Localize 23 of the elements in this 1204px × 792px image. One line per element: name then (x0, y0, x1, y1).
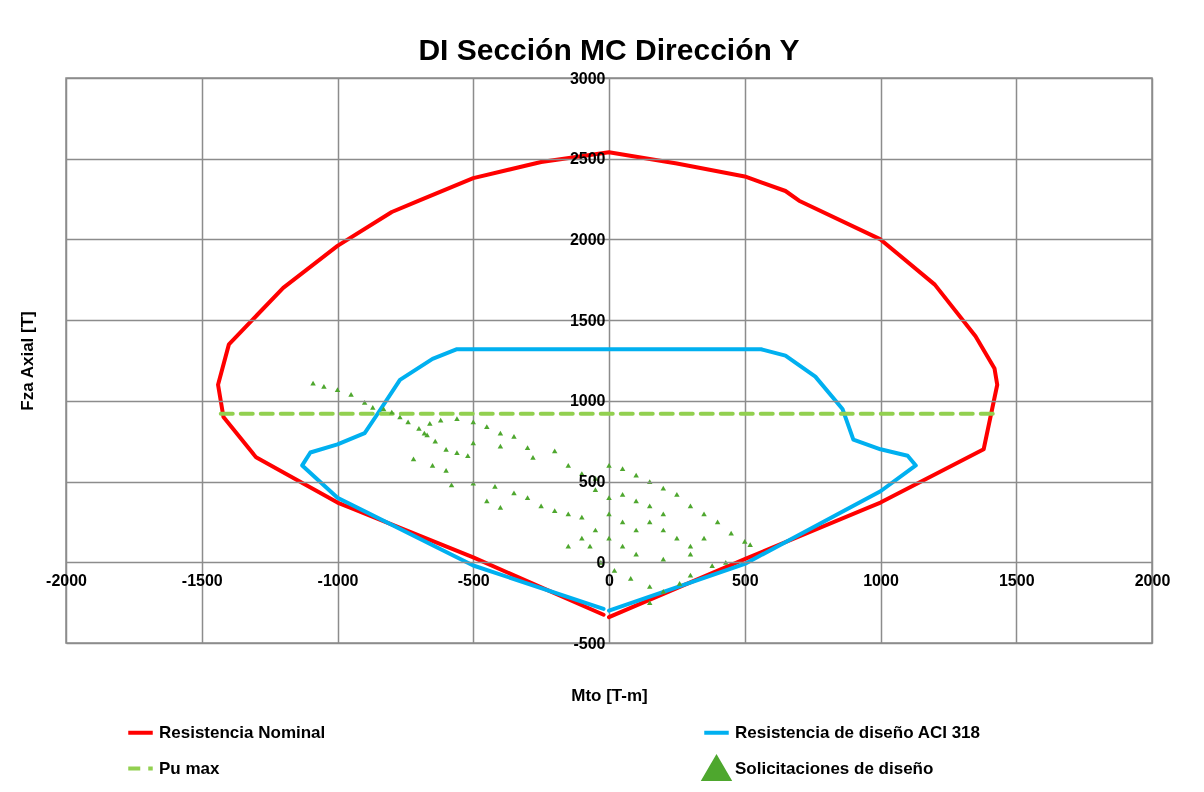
x-tick-label: 500 (731, 571, 759, 589)
y-tick-label: 0 (596, 553, 606, 571)
x-tick-label: 2000 (1134, 571, 1171, 589)
legend-label: Resistencia de diseño ACI 318 (735, 722, 981, 742)
x-tick-label: -1500 (181, 571, 223, 589)
legend-label: Resistencia Nominal (159, 722, 326, 742)
y-tick-label: 1000 (569, 392, 606, 410)
x-axis-title: Mto [T-m] (571, 685, 648, 705)
y-axis-title: Fza Axial [T] (17, 311, 37, 411)
y-tick-label: 500 (578, 473, 606, 491)
x-tick-label: -500 (457, 571, 490, 589)
line-series (300, 347, 918, 613)
legend-label: Pu max (159, 758, 221, 778)
y-tick-label: 2000 (569, 230, 606, 248)
x-tick-label: 1000 (863, 571, 899, 589)
chart-title: DI Sección MC Dirección Y (418, 33, 800, 66)
x-tick-label: -1000 (317, 571, 359, 589)
y-tick-label: -500 (573, 634, 606, 652)
y-tick-label: 1500 (569, 311, 606, 329)
legend-label: Solicitaciones de diseño (735, 758, 934, 778)
x-tick-label: -2000 (46, 571, 88, 589)
y-tick-label: 3000 (569, 69, 606, 87)
x-tick-label: 1500 (998, 571, 1035, 589)
